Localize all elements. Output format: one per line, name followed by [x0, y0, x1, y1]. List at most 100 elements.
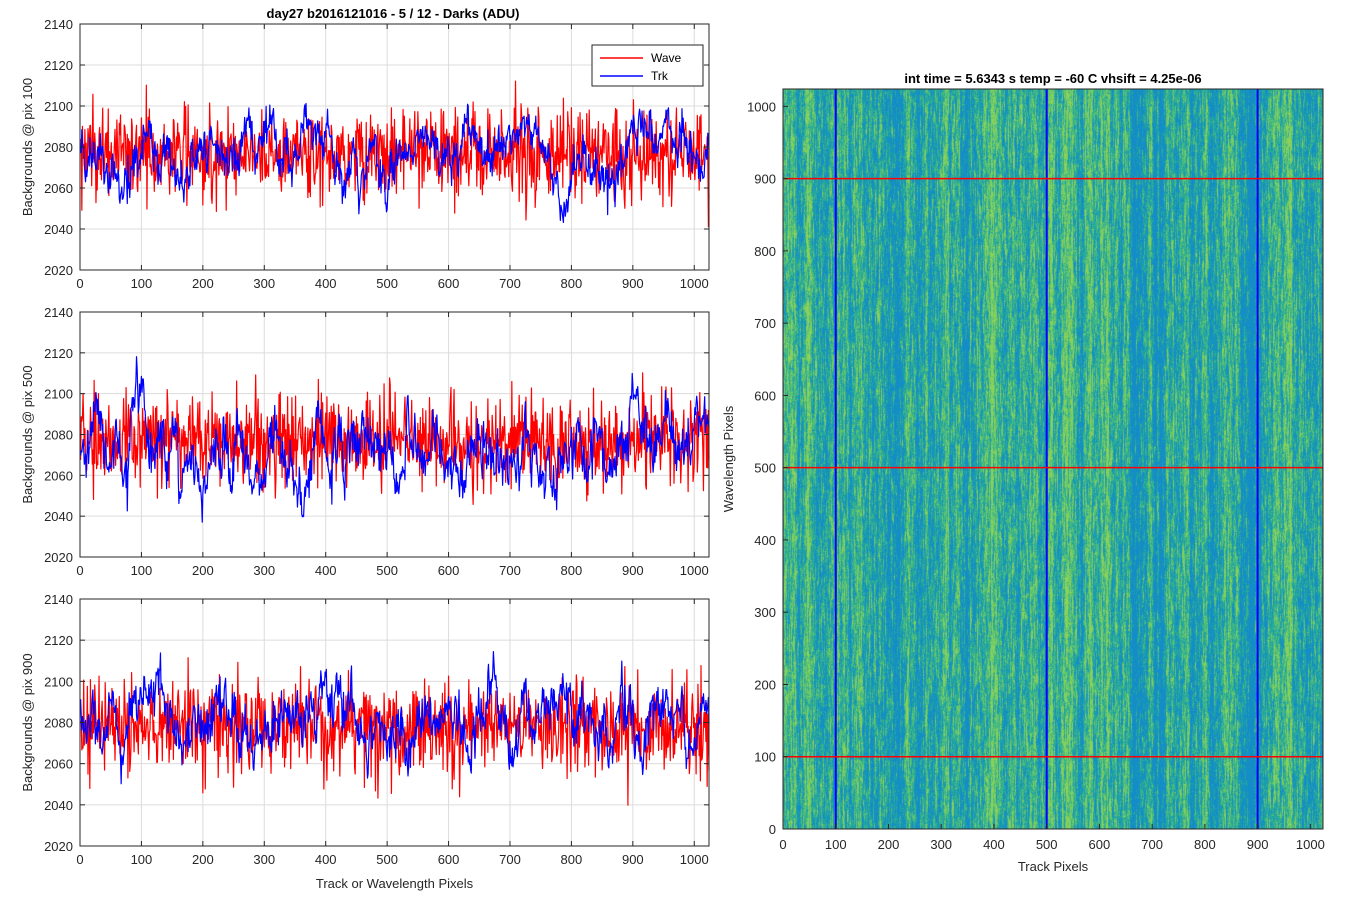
y-tick-label: 2120 [44, 633, 73, 648]
y-tick-label: 2020 [44, 263, 73, 278]
legend-label-trk: Trk [651, 69, 669, 83]
y-axis-label: Backgrounds @ pix 900 [20, 653, 35, 791]
series-line-trk [80, 102, 710, 224]
y-tick-label: 1000 [747, 99, 776, 114]
line-panel-pix-100: 0 100 200 300 400 500 600 700 800 900 1000 2020 2040… [20, 17, 710, 291]
y-tick-label: 900 [754, 172, 776, 187]
x-tick-label: 200 [192, 276, 214, 291]
figure-title: day27 b2016121016 - 5 / 12 - Darks (ADU) [267, 6, 520, 21]
x-tick-label: 0 [779, 837, 786, 852]
x-tick-label: 1000 [680, 563, 709, 578]
legend-label-wave: Wave [651, 51, 682, 65]
y-tick-label: 2020 [44, 550, 73, 565]
series-line-trk [80, 650, 710, 785]
y-tick-label: 300 [754, 605, 776, 620]
legend-box [591, 44, 704, 87]
y-axis-label: Backgrounds @ pix 500 [20, 365, 35, 503]
y-tick-label: 2140 [44, 305, 73, 320]
x-tick-label: 700 [499, 563, 521, 578]
x-tick-label: 400 [315, 563, 337, 578]
y-tick-label: 2060 [44, 757, 73, 772]
series-line-wave [80, 372, 710, 506]
x-tick-label: 800 [1194, 837, 1216, 852]
x-tick-label: 600 [1089, 837, 1111, 852]
y-axis-label: Backgrounds @ pix 100 [20, 78, 35, 216]
x-tick-label: 600 [438, 276, 460, 291]
y-tick-label: 800 [754, 244, 776, 259]
y-tick-label: 2080 [44, 716, 73, 731]
y-tick-label: 2140 [44, 17, 73, 32]
x-tick-label: 100 [131, 276, 153, 291]
x-tick-label: 400 [983, 837, 1005, 852]
y-axis-label: Wavelength Pixels [721, 405, 736, 512]
x-tick-label: 0 [76, 276, 83, 291]
x-tick-label: 500 [376, 852, 398, 867]
x-tick-label: 800 [561, 563, 583, 578]
series-line-wave [80, 657, 710, 806]
line-panel-pix-500: 0 100 200 300 400 500 600 700 800 900 1000 2020 2040… [20, 305, 710, 578]
x-tick-label: 700 [499, 852, 521, 867]
y-tick-label: 2120 [44, 58, 73, 73]
x-tick-label: 300 [253, 563, 275, 578]
y-tick-label: 2080 [44, 140, 73, 155]
y-tick-label: 2080 [44, 428, 73, 443]
x-tick-label: 800 [561, 276, 583, 291]
y-tick-label: 2040 [44, 222, 73, 237]
heatmap-image-container [783, 89, 1323, 829]
line-panel-pix-900: 0 100 200 300 400 500 600 700 800 900 1000 2020 2040… [20, 592, 710, 891]
x-tick-label: 900 [622, 276, 644, 291]
x-tick-label: 600 [438, 563, 460, 578]
y-tick-label: 400 [754, 533, 776, 548]
x-tick-label: 400 [315, 852, 337, 867]
x-tick-label: 300 [253, 852, 275, 867]
x-tick-label: 900 [622, 852, 644, 867]
y-tick-label: 2100 [44, 387, 73, 402]
y-tick-label: 2140 [44, 592, 73, 607]
y-tick-label: 500 [754, 461, 776, 476]
x-tick-label: 200 [192, 852, 214, 867]
x-tick-label: 100 [825, 837, 847, 852]
y-tick-label: 700 [754, 316, 776, 331]
y-tick-label: 2100 [44, 99, 73, 114]
y-tick-label: 200 [754, 677, 776, 692]
series-line-wave [80, 80, 710, 228]
x-tick-label: 1000 [680, 852, 709, 867]
x-tick-label: 1000 [680, 276, 709, 291]
x-tick-label: 400 [315, 276, 337, 291]
y-tick-label: 2120 [44, 346, 73, 361]
x-tick-label: 100 [131, 563, 153, 578]
heatmap-title: int time = 5.6343 s temp = -60 C vhsift … [904, 71, 1201, 86]
x-tick-label: 0 [76, 852, 83, 867]
y-tick-label: 2060 [44, 181, 73, 196]
y-tick-label: 2100 [44, 674, 73, 689]
x-tick-label: 300 [930, 837, 952, 852]
y-tick-label: 2020 [44, 839, 73, 854]
y-tick-label: 0 [769, 822, 776, 837]
x-tick-label: 300 [253, 276, 275, 291]
y-tick-label: 2060 [44, 468, 73, 483]
y-tick-label: 2040 [44, 509, 73, 524]
y-tick-label: 2040 [44, 798, 73, 813]
x-tick-label: 0 [76, 563, 83, 578]
x-tick-label: 700 [1141, 837, 1163, 852]
heatmap-axes-box [782, 88, 1324, 830]
legend: Wave Trk [591, 44, 704, 87]
x-tick-label: 100 [131, 852, 153, 867]
x-tick-label: 600 [438, 852, 460, 867]
x-axis-label: Track Pixels [1018, 859, 1089, 874]
x-tick-label: 800 [561, 852, 583, 867]
x-axis-label: Track or Wavelength Pixels [316, 876, 474, 891]
x-tick-label: 900 [1247, 837, 1269, 852]
x-tick-label: 500 [1036, 837, 1058, 852]
x-tick-label: 200 [192, 563, 214, 578]
x-tick-label: 200 [878, 837, 900, 852]
x-tick-label: 500 [376, 276, 398, 291]
y-tick-label: 100 [754, 750, 776, 765]
x-tick-label: 700 [499, 276, 521, 291]
y-tick-label: 600 [754, 388, 776, 403]
heatmap-panel: 0 100 200 300 400 500 600 700 800 900 1000 0 100 200 3… [721, 71, 1325, 874]
x-tick-label: 500 [376, 563, 398, 578]
heatmap-image [783, 89, 1323, 829]
series-line-trk [80, 356, 710, 523]
